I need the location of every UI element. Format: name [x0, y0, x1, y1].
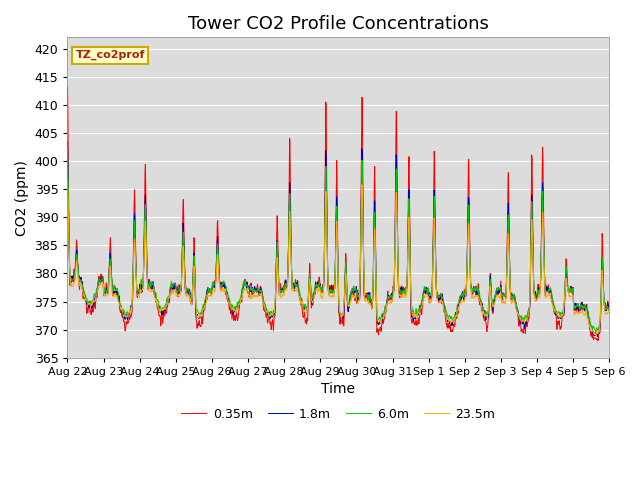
1.8m	[493, 287, 501, 293]
Title: Tower CO2 Profile Concentrations: Tower CO2 Profile Concentrations	[188, 15, 489, 33]
6.0m	[541, 283, 548, 289]
0.35m	[493, 286, 501, 291]
1.8m	[541, 280, 548, 286]
23.5m	[184, 293, 192, 299]
0.35m	[541, 287, 548, 293]
6.0m	[63, 146, 71, 152]
6.0m	[244, 287, 252, 292]
Line: 23.5m: 23.5m	[67, 179, 609, 335]
23.5m	[63, 176, 71, 181]
X-axis label: Time: Time	[321, 383, 355, 396]
23.5m	[591, 332, 599, 338]
Line: 1.8m: 1.8m	[67, 142, 609, 336]
23.5m	[244, 292, 252, 298]
6.0m	[592, 330, 600, 336]
0.35m	[594, 337, 602, 343]
Line: 6.0m: 6.0m	[67, 149, 609, 333]
1.8m	[594, 334, 602, 339]
0.35m	[171, 284, 179, 290]
0.35m	[605, 306, 613, 312]
23.5m	[541, 284, 548, 290]
6.0m	[422, 286, 430, 292]
23.5m	[422, 293, 430, 299]
1.8m	[63, 139, 71, 145]
23.5m	[493, 293, 501, 299]
0.35m	[244, 290, 252, 296]
6.0m	[171, 280, 179, 286]
Text: TZ_co2prof: TZ_co2prof	[76, 50, 145, 60]
0.35m	[63, 84, 71, 90]
23.5m	[605, 311, 613, 316]
6.0m	[493, 286, 501, 292]
0.35m	[184, 288, 192, 293]
6.0m	[184, 285, 192, 291]
1.8m	[244, 285, 252, 291]
Y-axis label: CO2 (ppm): CO2 (ppm)	[15, 160, 29, 236]
Line: 0.35m: 0.35m	[67, 87, 609, 340]
1.8m	[184, 289, 192, 295]
0.35m	[422, 285, 430, 291]
6.0m	[605, 307, 613, 313]
1.8m	[605, 308, 613, 313]
23.5m	[171, 288, 179, 294]
Legend: 0.35m, 1.8m, 6.0m, 23.5m: 0.35m, 1.8m, 6.0m, 23.5m	[177, 403, 500, 425]
1.8m	[422, 285, 430, 291]
1.8m	[171, 284, 179, 289]
